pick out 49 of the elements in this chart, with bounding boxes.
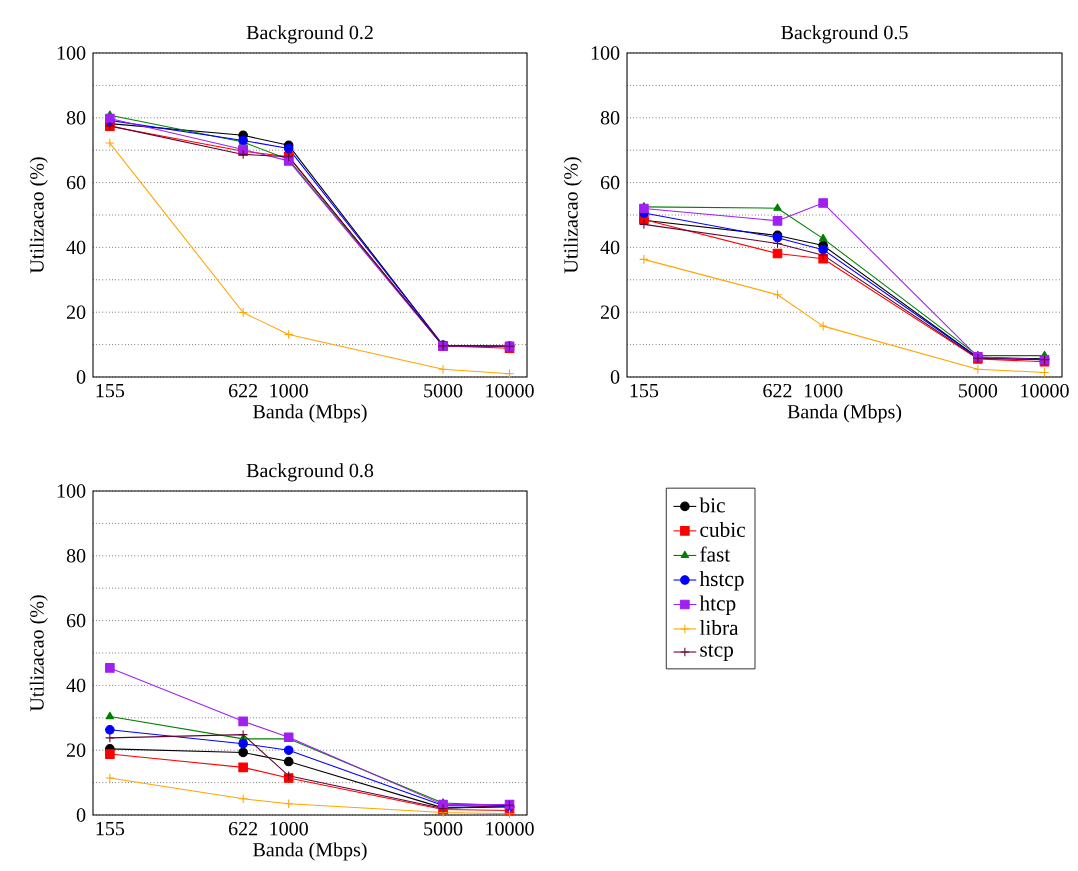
x-tick-label: 10000 xyxy=(1021,383,1069,398)
x-tick-label: 1000 xyxy=(270,383,308,398)
x-axis-title: Banda (Mbps) xyxy=(253,404,367,423)
x-tick-label: 622 xyxy=(763,383,792,398)
x-tick-label: 155 xyxy=(96,383,125,398)
y-tick-label: 80 xyxy=(66,111,86,125)
chart-title: Background 0.8 xyxy=(246,463,374,482)
y-axis-title: Utilizacao (%) xyxy=(29,157,48,274)
y-tick-label: 20 xyxy=(66,305,86,319)
chart-title: Background 0.2 xyxy=(246,25,373,44)
y-tick-label: 100 xyxy=(57,484,86,498)
legend-label: libra xyxy=(699,620,739,636)
legend-label: bic xyxy=(699,497,725,513)
legend-label: hstcp xyxy=(699,571,744,591)
legend-label: fast xyxy=(700,546,731,562)
y-tick-label: 0 xyxy=(610,370,620,384)
y-tick-label: 100 xyxy=(591,46,620,60)
x-axis-title: Banda (Mbps) xyxy=(787,404,902,423)
y-tick-label: 20 xyxy=(600,305,620,319)
x-tick-label: 5000 xyxy=(424,383,463,398)
x-tick-label: 622 xyxy=(228,821,258,836)
x-tick-label: 5000 xyxy=(959,383,998,398)
legend-label: cubic xyxy=(700,521,745,537)
y-tick-label: 40 xyxy=(600,240,620,255)
x-tick-label: 10000 xyxy=(486,821,534,836)
y-tick-label: 80 xyxy=(66,549,86,563)
y-tick-label: 60 xyxy=(66,613,86,628)
y-tick-label: 40 xyxy=(66,678,86,693)
legend-label: stcp xyxy=(700,644,733,662)
y-axis-title: Utilizacao (%) xyxy=(29,595,48,712)
y-axis-title: Utilizacao (%) xyxy=(563,157,582,274)
y-tick-label: 40 xyxy=(66,240,86,255)
x-tick-label: 5000 xyxy=(424,821,463,836)
y-tick-label: 0 xyxy=(76,370,86,384)
chart-title: Background 0.5 xyxy=(781,25,908,44)
x-tick-label: 1000 xyxy=(804,383,843,398)
legend-label: htcp xyxy=(699,595,736,615)
y-tick-label: 60 xyxy=(600,175,620,190)
x-tick-label: 155 xyxy=(96,821,125,836)
y-tick-label: 60 xyxy=(66,175,86,190)
x-axis-title: Banda (Mbps) xyxy=(253,842,367,861)
y-tick-label: 20 xyxy=(66,743,86,757)
y-tick-label: 80 xyxy=(600,111,620,125)
y-tick-label: 100 xyxy=(57,46,86,60)
y-tick-label: 0 xyxy=(76,808,86,822)
x-tick-label: 10000 xyxy=(486,383,534,398)
x-tick-label: 155 xyxy=(630,383,659,398)
x-tick-label: 1000 xyxy=(270,821,308,836)
x-tick-label: 622 xyxy=(228,383,258,398)
